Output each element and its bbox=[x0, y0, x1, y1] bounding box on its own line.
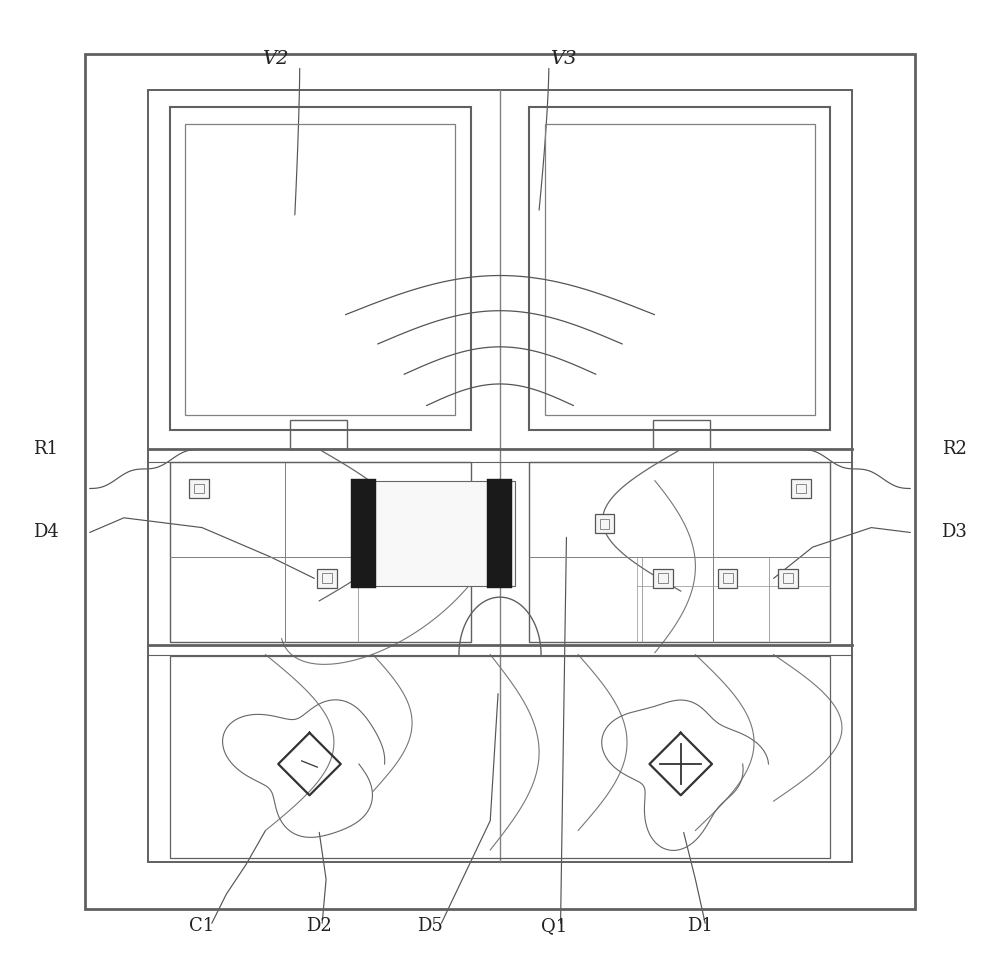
Text: V3: V3 bbox=[550, 50, 577, 67]
Text: C1: C1 bbox=[189, 917, 215, 935]
Text: D1: D1 bbox=[687, 917, 713, 935]
Bar bbox=[529, 462, 830, 642]
Bar bbox=[653, 420, 710, 449]
Bar bbox=[358, 481, 515, 586]
Bar bbox=[718, 569, 737, 588]
Text: V2: V2 bbox=[262, 50, 289, 67]
Bar bbox=[194, 484, 204, 493]
Text: D4: D4 bbox=[33, 524, 59, 541]
Bar bbox=[185, 124, 455, 415]
Bar bbox=[658, 573, 668, 583]
Bar bbox=[529, 107, 830, 430]
Bar bbox=[545, 124, 815, 415]
Bar bbox=[189, 479, 209, 498]
Text: Q1: Q1 bbox=[541, 917, 567, 935]
Bar bbox=[487, 479, 512, 588]
Bar bbox=[600, 519, 609, 529]
Text: R2: R2 bbox=[942, 441, 967, 458]
Bar bbox=[317, 569, 337, 588]
Text: D5: D5 bbox=[417, 917, 443, 935]
Bar bbox=[791, 479, 811, 498]
Text: D2: D2 bbox=[306, 917, 332, 935]
Bar bbox=[85, 54, 915, 909]
Bar bbox=[778, 569, 798, 588]
Bar bbox=[170, 462, 471, 642]
Bar bbox=[170, 656, 830, 858]
Bar bbox=[796, 484, 806, 493]
Bar bbox=[170, 107, 471, 430]
Bar bbox=[351, 479, 376, 588]
Text: D3: D3 bbox=[941, 524, 967, 541]
Bar bbox=[595, 514, 614, 533]
Bar bbox=[290, 420, 347, 449]
Bar bbox=[148, 90, 852, 862]
Bar bbox=[723, 573, 733, 583]
Bar bbox=[783, 573, 793, 583]
Bar bbox=[322, 573, 332, 583]
Text: R1: R1 bbox=[33, 441, 58, 458]
Bar bbox=[653, 569, 673, 588]
